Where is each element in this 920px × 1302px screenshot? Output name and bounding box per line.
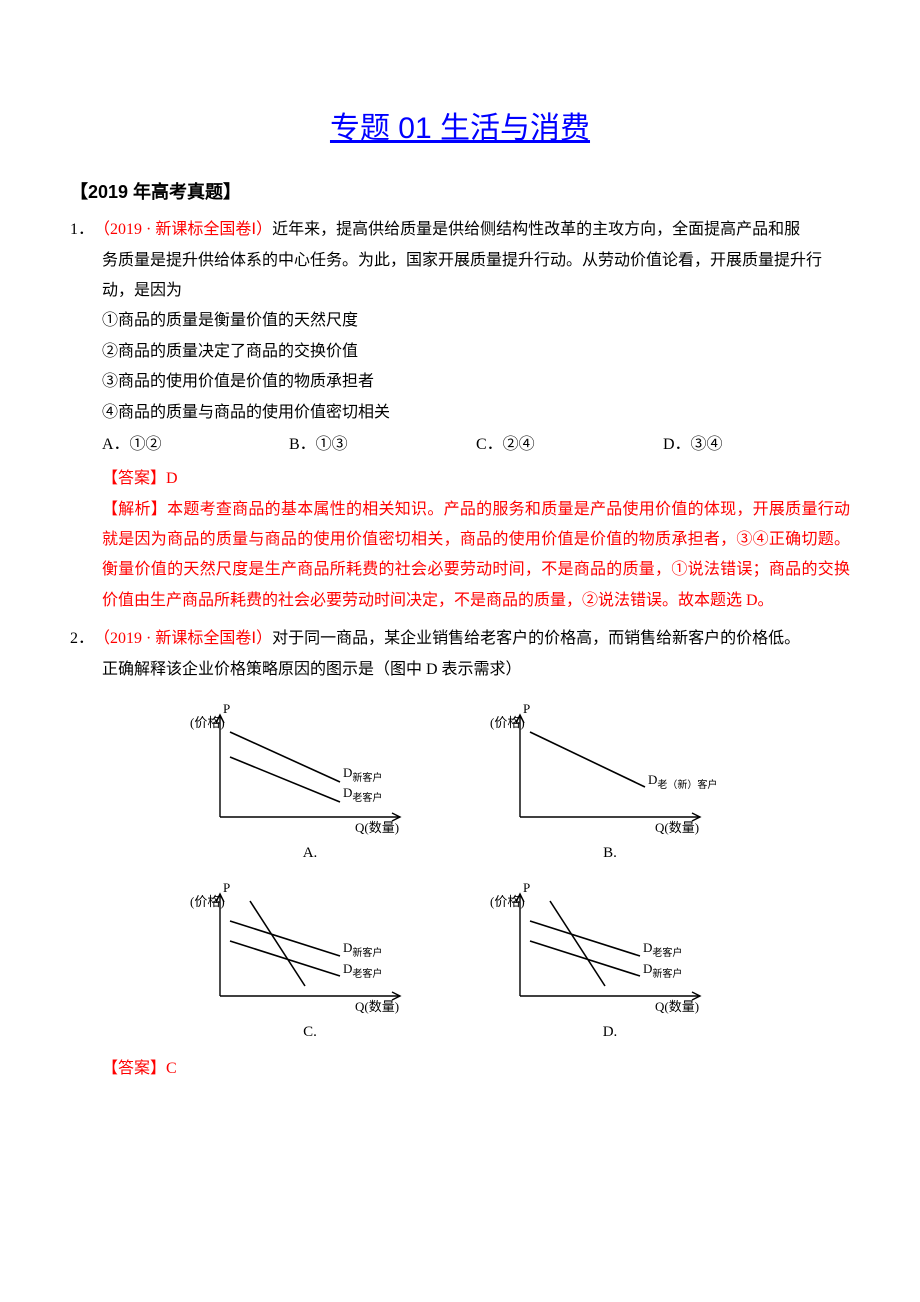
chart-b-label: B. [470,839,750,868]
q1-stem-line3: 动，是因为 [102,276,850,306]
svg-text:P: P [223,880,230,895]
q2-number: 2． [70,624,94,654]
svg-text:P: P [523,880,530,895]
svg-text:Q(数量): Q(数量) [655,999,699,1014]
svg-text:D老客户: D老客户 [343,961,382,980]
chart-a-label: A. [170,839,450,868]
chart-b: P(价格) Q(数量) D老（新）客户 B. [460,693,760,872]
svg-text:(价格): (价格) [190,894,225,909]
svg-text:Q(数量): Q(数量) [355,999,399,1014]
svg-text:(价格): (价格) [490,894,525,909]
chart-c: P(价格) Q(数量) D新客户 D老客户 C. [160,872,460,1051]
q1-choice-d: D．③④ [663,430,850,460]
svg-text:P: P [523,701,530,716]
question-2: 2． （2019 · 新课标全国卷Ⅰ） 对于同一商品，某企业销售给老客户的价格高… [70,624,850,1084]
svg-text:D老（新）客户: D老（新）客户 [648,772,717,791]
q1-option-1: ①商品的质量是衡量价值的天然尺度 [102,306,850,336]
q1-option-4: ④商品的质量与商品的使用价值密切相关 [102,398,850,428]
q1-option-2: ②商品的质量决定了商品的交换价值 [102,337,850,367]
document-title: 专题 01 生活与消费 [70,100,850,157]
q1-number: 1． [70,215,94,245]
chart-c-svg: P(价格) Q(数量) D新客户 D老客户 [185,876,435,1016]
question-1: 1． （2019 · 新课标全国卷Ⅰ） 近年来，提高供给质量是供给侧结构性改革的… [70,215,850,616]
chart-a: P(价格) Q(数量) D新客户D老客户 A. [160,693,460,872]
chart-c-label: C. [170,1018,450,1047]
q2-source: （2019 · 新课标全国卷Ⅰ） [94,624,272,654]
chart-b-svg: P(价格) Q(数量) D老（新）客户 [485,697,735,837]
q2-answer: 【答案】C [102,1054,850,1084]
chart-grid: P(价格)Q(数量)D新客户D老客户 A. P(价格)Q(数量)D老（新）客户 … [140,693,780,1050]
svg-text:(价格): (价格) [190,715,225,730]
q1-stem-line2: 务质量是提升供给体系的中心任务。为此，国家开展质量提升行动。从劳动价值论看，开展… [102,246,850,276]
svg-text:D新客户: D新客户 [343,940,382,959]
q2-stem-line2: 正确解释该企业价格策略原因的图示是（图中 D 表示需求） [102,655,850,685]
svg-text:Q(数量): Q(数量) [655,820,699,835]
svg-text:D老客户: D老客户 [343,785,382,804]
svg-text:Q(数量): Q(数量) [355,820,399,835]
q1-analysis: 【解析】本题考查商品的基本属性的相关知识。产品的服务和质量是产品使用价值的体现，… [102,495,850,617]
svg-text:(价格): (价格) [490,715,525,730]
svg-text:P: P [223,701,230,716]
chart-d: P(价格) Q(数量) D老客户 D新客户 D. [460,872,760,1051]
q1-stem-line1: 近年来，提高供给质量是供给侧结构性改革的主攻方向，全面提高产品和服 [272,215,850,245]
q1-option-3: ③商品的使用价值是价值的物质承担者 [102,367,850,397]
chart-d-svg: P(价格) Q(数量) D老客户 D新客户 [485,876,735,1016]
q1-source: （2019 · 新课标全国卷Ⅰ） [94,215,272,245]
q1-choice-c: C．②④ [476,430,663,460]
svg-text:D新客户: D新客户 [643,961,682,980]
q1-answer: 【答案】D [102,464,850,494]
q2-stem-line1: 对于同一商品，某企业销售给老客户的价格高，而销售给新客户的价格低。 [272,624,850,654]
svg-text:D新客户: D新客户 [343,765,382,784]
section-heading: 【2019 年高考真题】 [70,175,850,209]
chart-a-svg: P(价格) Q(数量) D新客户D老客户 [185,697,435,837]
q1-choices: A．①② B．①③ C．②④ D．③④ [102,430,850,460]
q1-choice-b: B．①③ [289,430,476,460]
svg-text:D老客户: D老客户 [643,940,682,959]
chart-d-label: D. [470,1018,750,1047]
q1-choice-a: A．①② [102,430,289,460]
